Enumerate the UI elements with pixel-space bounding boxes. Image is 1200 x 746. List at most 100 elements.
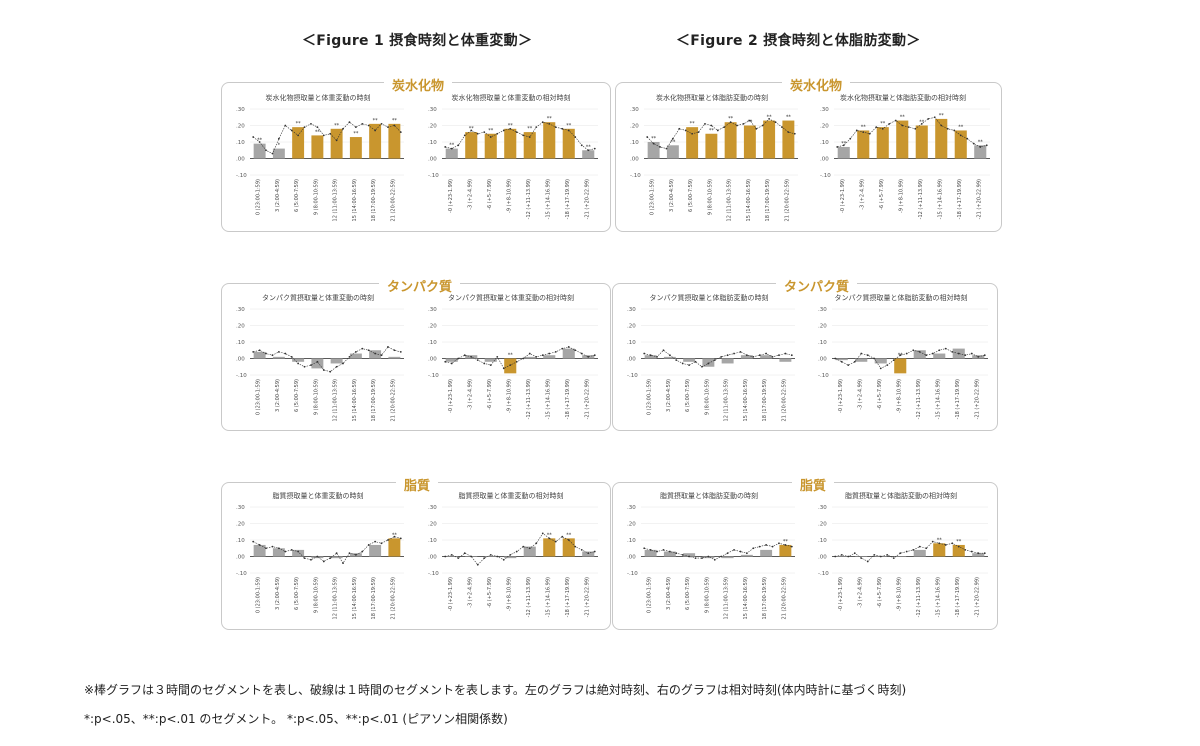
hourly-point <box>322 134 325 137</box>
hourly-point <box>271 354 274 357</box>
bar <box>663 356 676 359</box>
x-tick-label: -6 (+5-7.99) <box>487 577 493 608</box>
x-tick-label: -21 (+20-22.99) <box>584 179 590 219</box>
x-tick-label: 12 (11:00-13:59) <box>724 379 730 422</box>
bar <box>954 130 967 159</box>
x-tick-label: -15 (+14-16.99) <box>935 379 941 419</box>
hourly-point <box>905 352 908 355</box>
significance-mark: ** <box>547 116 553 122</box>
footnote-significance: *:p<.05、**:p<.01 のセグメント。 *:p<.05、**:p<.0… <box>84 712 508 726</box>
hourly-point <box>793 132 796 135</box>
hourly-point <box>483 362 486 365</box>
y-tick-label: -.10 <box>236 173 247 179</box>
x-tick-label: 3 (2:00-4:59) <box>666 379 672 412</box>
hourly-point <box>399 537 402 540</box>
hourly-point <box>977 552 980 555</box>
chart-plot: .30 .20 .10 .00 -.10 0 (23:00-1:59) 3 (2:00-4:… <box>627 307 795 422</box>
figure-2-title: ＜Figure 2 摂食時刻と体脂肪変動＞ <box>676 33 921 49</box>
figure-1-title: ＜Figure 1 摂食時刻と体重変動＞ <box>302 33 533 49</box>
x-tick-label: -18 (+17-19.99) <box>957 179 963 219</box>
hourly-point <box>271 152 274 155</box>
hourly-point <box>541 354 544 357</box>
x-tick-label: -0 (+23-1.99) <box>838 577 844 611</box>
y-tick-label: .10 <box>428 140 437 146</box>
bar <box>666 145 679 159</box>
bar <box>523 132 536 159</box>
bar <box>253 351 266 359</box>
hourly-point <box>450 362 453 365</box>
chart-fat-weight-rel: 脂質摂取量と体重変動の相対時刻 .30 .20 .10 .00 -.10 -0 (+23-1… <box>420 491 602 625</box>
hourly-point <box>778 354 780 357</box>
hourly-line <box>835 348 985 369</box>
bar <box>933 543 946 557</box>
hourly-point <box>855 129 858 132</box>
hourly-point <box>580 352 583 355</box>
hourly-point <box>888 122 891 125</box>
bar <box>484 133 497 159</box>
hourly-point <box>752 547 755 550</box>
significance-mark: ** <box>586 144 592 150</box>
hourly-point <box>704 122 706 125</box>
hourly-point <box>316 126 319 129</box>
chart-plot: .30 .20 .10 .00 -.10 ** -0 (+23-1.99) ** -3 (+2-… <box>428 107 598 219</box>
hourly-point <box>873 553 876 556</box>
hourly-point <box>342 127 344 130</box>
hourly-line <box>644 349 792 368</box>
hourly-point <box>393 349 396 352</box>
chart-plot: .30 .20 .10 .00 -.10 -0 (+23-1.99) -3 (+2-4.99… <box>428 307 598 419</box>
hourly-point <box>361 347 364 350</box>
x-tick-label: 0 (23:00-1:59) <box>256 577 262 613</box>
hourly-point <box>739 550 742 553</box>
hourly-line <box>445 532 595 566</box>
bar <box>855 358 868 362</box>
y-tick-label: .20 <box>236 324 245 330</box>
y-tick-label: .00 <box>236 157 245 163</box>
hourly-point <box>548 122 551 125</box>
hourly-point <box>567 129 570 132</box>
x-tick-label: 15 (14:00-16:59) <box>352 379 358 422</box>
hourly-point <box>387 346 389 348</box>
bar <box>779 544 792 557</box>
hourly-point <box>393 535 396 538</box>
x-tick-label: 3 (2:00-4:59) <box>275 577 281 610</box>
bar <box>894 556 907 557</box>
hourly-point <box>758 545 761 548</box>
hourly-point <box>771 355 774 358</box>
x-tick-label: 18 (17:00-19:59) <box>765 179 771 222</box>
x-tick-label: 21 (20:00-22:59) <box>784 179 790 222</box>
x-tick-label: -0 (+23-1.99) <box>838 379 844 413</box>
hourly-point <box>496 355 499 358</box>
chart-title: タンパク質摂取量と体脂肪変動の相対時刻 <box>834 294 968 302</box>
chart-protein-weight-abs: タンパク質摂取量と体重変動の時刻 .30 .20 .10 .00 -.10 0 (23:00… <box>228 293 408 427</box>
hourly-point <box>335 365 338 368</box>
hourly-point <box>736 124 738 127</box>
x-tick-label: 9 (8:00-10:59) <box>704 577 710 613</box>
hourly-point <box>879 555 882 558</box>
hourly-point <box>892 359 895 362</box>
significance-mark: ** <box>670 139 676 145</box>
hourly-point <box>668 550 671 553</box>
hourly-point <box>528 352 531 355</box>
hourly-point <box>470 555 473 558</box>
x-tick-label: -18 (+17-19.99) <box>565 179 571 219</box>
bar <box>330 556 343 559</box>
bar <box>543 122 556 159</box>
y-tick-label: -.10 <box>820 173 831 179</box>
significance-mark: * <box>278 143 281 149</box>
hourly-point <box>713 359 716 362</box>
hourly-point <box>567 346 570 348</box>
bar <box>504 128 517 159</box>
hourly-point <box>316 555 319 558</box>
hourly-point <box>688 364 691 366</box>
hourly-point <box>847 364 850 366</box>
significance-mark: ** <box>786 115 792 121</box>
hourly-point <box>290 549 293 551</box>
x-tick-label: 3 (2:00-4:59) <box>275 179 281 212</box>
y-tick-label: -.10 <box>630 173 641 179</box>
hourly-point <box>561 127 564 130</box>
hourly-point <box>894 119 897 122</box>
x-tick-label: 12 (11:00-13:59) <box>333 179 339 222</box>
y-tick-label: .20 <box>820 124 829 130</box>
hourly-point <box>912 349 915 352</box>
hourly-point <box>713 558 716 561</box>
